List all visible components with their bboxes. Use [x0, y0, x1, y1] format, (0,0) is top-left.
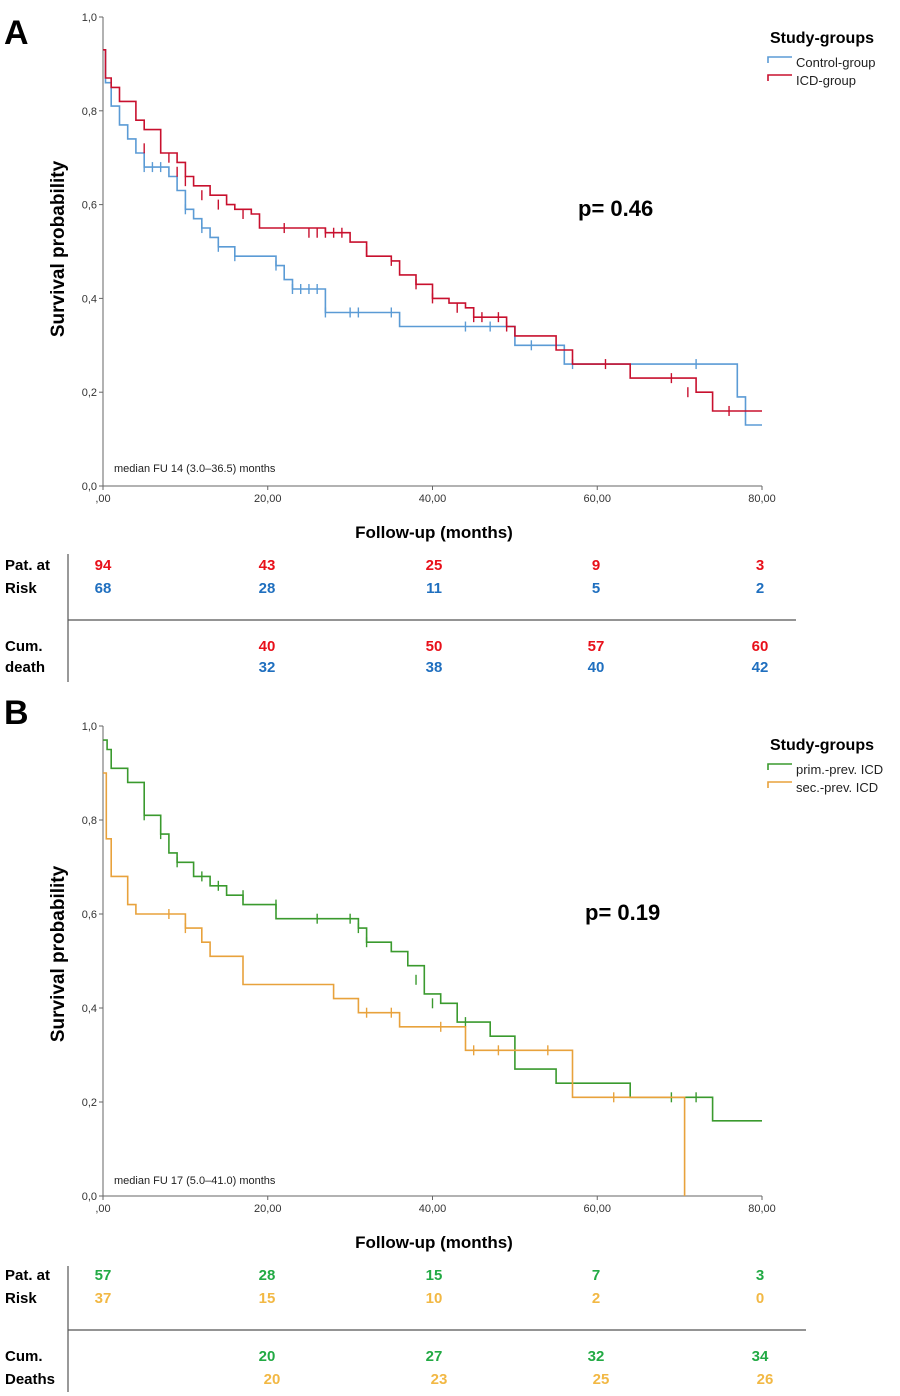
panel-a-cum-death-value: 40 — [588, 659, 605, 676]
panel-a-ytick-label: 0,2 — [82, 387, 97, 399]
panel-b-at-risk-value: 37 — [95, 1290, 112, 1307]
panel-b: B Survival probability Follow-up (months… — [4, 694, 883, 1392]
panel-a-ytick-label: 0,4 — [82, 293, 97, 305]
panel-b-at-risk-value: 15 — [259, 1290, 276, 1307]
panel-b-xlabel: Follow-up (months) — [355, 1233, 513, 1252]
panel-a-xtick-label: 80,00 — [748, 493, 776, 505]
panel-a-at-risk-value: 25 — [426, 557, 443, 574]
panel-a: A Survival probability Follow-up (months… — [4, 12, 876, 682]
panel-a-legend-title: Study-groups — [770, 30, 874, 47]
panel-b-at-risk-value: 3 — [756, 1267, 764, 1284]
panel-b-xtick-label: 80,00 — [748, 1203, 776, 1215]
panel-a-cum-death-value: 57 — [588, 638, 605, 655]
panel-b-at-risk-value: 28 — [259, 1267, 276, 1284]
panel-b-ytick-label: 0,8 — [82, 815, 97, 827]
panel-a-cum-death-value: 32 — [259, 659, 276, 676]
panel-b-legend-swatch-0 — [767, 763, 792, 770]
panel-b-legend-label-1: sec.-prev. ICD — [796, 780, 878, 795]
panel-b-ytick-label: 0,4 — [82, 1003, 97, 1015]
panel-a-at-risk-value: 68 — [95, 580, 112, 597]
panel-b-xtick-label: ,00 — [95, 1203, 110, 1215]
panel-a-row1-label-1: Pat. at — [5, 557, 50, 574]
panel-b-at-risk-value: 0 — [756, 1290, 764, 1307]
panel-b-cum-death-value: 20 — [259, 1348, 276, 1365]
panel-a-cum-death-value: 50 — [426, 638, 443, 655]
panel-a-cum-death-value: 40 — [259, 638, 276, 655]
panel-a-annotation: median FU 14 (3.0–36.5) months — [114, 463, 276, 475]
panel-a-at-risk-value: 5 — [592, 580, 600, 597]
panel-b-legend-label-0: prim.-prev. ICD — [796, 762, 883, 777]
panel-a-ylabel: Survival probability — [48, 160, 69, 337]
panel-a-legend-swatch-1 — [767, 74, 792, 81]
panel-b-xtick-label: 40,00 — [419, 1203, 447, 1215]
panel-a-at-risk-value: 9 — [592, 557, 600, 574]
panel-b-row2-label-2: Deaths — [5, 1371, 55, 1388]
panel-a-pvalue: p= 0.46 — [578, 196, 653, 221]
panel-b-ytick-label: 0,0 — [82, 1191, 97, 1203]
panel-a-xtick-label: 20,00 — [254, 493, 282, 505]
panel-a-cum-death-value: 42 — [752, 659, 769, 676]
panel-a-at-risk-value: 43 — [259, 557, 276, 574]
panel-a-cum-death-value: 60 — [752, 638, 769, 655]
panel-a-series-1-line — [103, 49, 762, 412]
panel-a-legend-swatch-0 — [767, 56, 792, 63]
panel-b-legend-title: Study-groups — [770, 737, 874, 754]
panel-a-xlabel: Follow-up (months) — [355, 523, 513, 542]
panel-a-row1-label-2: Risk — [5, 580, 37, 597]
panel-b-ylabel: Survival probability — [48, 865, 69, 1042]
panel-b-cum-death-value: 23 — [431, 1371, 448, 1388]
panel-a-row2-label-1: Cum. — [5, 638, 43, 655]
panel-b-annotation: median FU 17 (5.0–41.0) months — [114, 1175, 276, 1187]
panel-a-at-risk-value: 3 — [756, 557, 764, 574]
panel-b-cum-death-value: 27 — [426, 1348, 443, 1365]
panel-a-letter: A — [4, 14, 29, 52]
panel-a-series-0-line — [103, 49, 762, 426]
panel-b-xtick-label: 60,00 — [583, 1203, 611, 1215]
panel-a-xtick-label: 60,00 — [583, 493, 611, 505]
panel-b-cum-death-value: 34 — [752, 1348, 769, 1365]
panel-a-ytick-label: 0,8 — [82, 106, 97, 118]
panel-b-row1-label-2: Risk — [5, 1290, 37, 1307]
panel-a-at-risk-value: 11 — [426, 580, 442, 597]
panel-b-cum-death-value: 26 — [757, 1371, 774, 1388]
panel-b-cum-death-value: 32 — [588, 1348, 605, 1365]
panel-b-at-risk-value: 2 — [592, 1290, 600, 1307]
panel-a-row2-label-2: death — [5, 659, 45, 676]
panel-b-xtick-label: 20,00 — [254, 1203, 282, 1215]
panel-b-at-risk-value: 10 — [426, 1290, 443, 1307]
panel-b-at-risk-value: 7 — [592, 1267, 600, 1284]
panel-b-legend-swatch-1 — [767, 781, 792, 788]
panel-b-letter: B — [4, 694, 29, 732]
panel-a-legend-label-1: ICD-group — [796, 73, 856, 88]
panel-a-cum-death-value: 38 — [426, 659, 443, 676]
panel-a-xtick-label: ,00 — [95, 493, 110, 505]
panel-b-at-risk-value: 15 — [426, 1267, 443, 1284]
panel-b-row1-label-1: Pat. at — [5, 1267, 50, 1284]
panel-b-row2-label-1: Cum. — [5, 1348, 43, 1365]
panel-a-ytick-label: 0,6 — [82, 200, 97, 212]
panel-b-ytick-label: 0,2 — [82, 1097, 97, 1109]
panel-b-pvalue: p= 0.19 — [585, 900, 660, 925]
panel-a-legend-label-0: Control-group — [796, 55, 876, 70]
panel-b-cum-death-value: 25 — [593, 1371, 610, 1388]
panel-a-ytick-label: 0,0 — [82, 481, 97, 493]
panel-b-series-1-line — [103, 772, 686, 1196]
panel-b-ytick-label: 0,6 — [82, 909, 97, 921]
panel-a-at-risk-value: 94 — [95, 557, 112, 574]
panel-b-at-risk-value: 57 — [95, 1267, 112, 1284]
panel-b-ytick-label: 1,0 — [82, 721, 97, 733]
panel-a-at-risk-value: 28 — [259, 580, 276, 597]
panel-a-at-risk-value: 2 — [756, 580, 764, 597]
panel-b-cum-death-value: 20 — [264, 1371, 281, 1388]
panel-a-xtick-label: 40,00 — [419, 493, 447, 505]
panel-a-ytick-label: 1,0 — [82, 12, 97, 24]
